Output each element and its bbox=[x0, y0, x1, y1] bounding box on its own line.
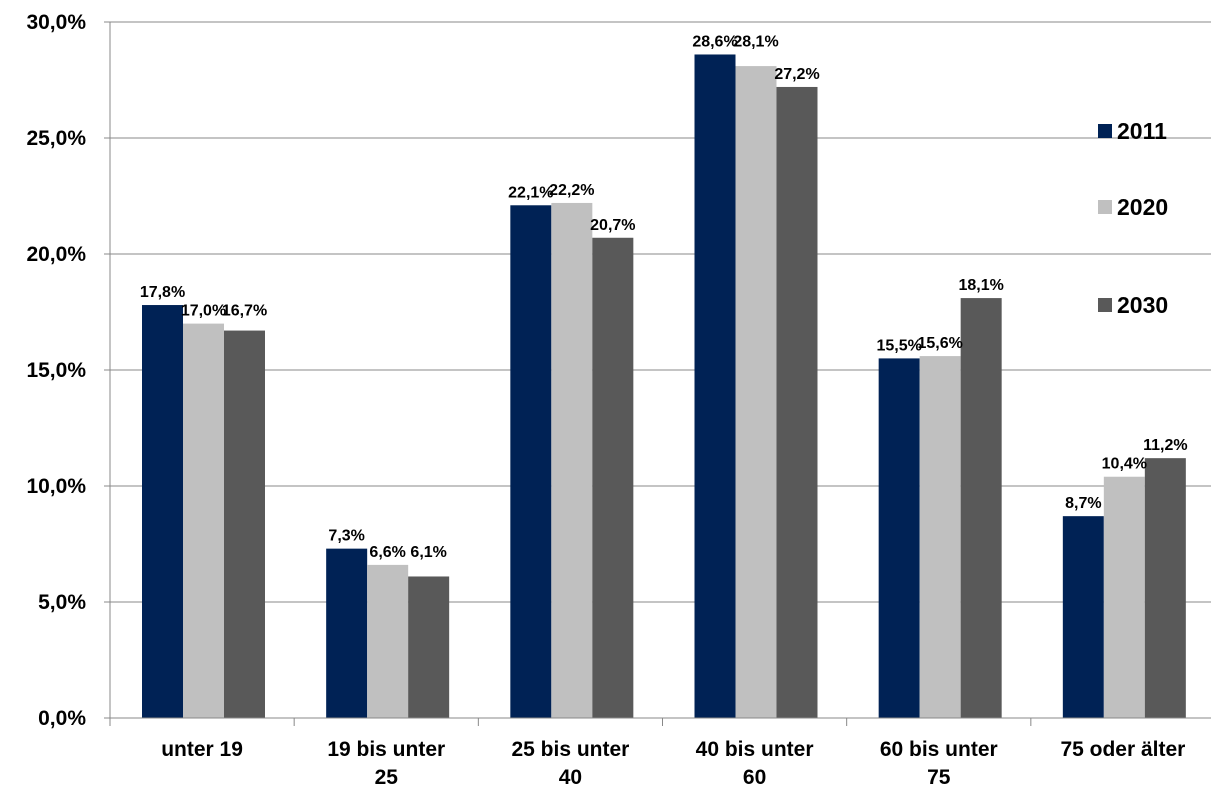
x-category-label: unter 19 bbox=[161, 738, 243, 761]
data-label-2020-2: 22,2% bbox=[549, 182, 594, 199]
data-label-2020-4: 15,6% bbox=[917, 335, 962, 352]
y-tick-label: 30,0% bbox=[26, 11, 86, 34]
legend-label-2030: 2030 bbox=[1117, 292, 1168, 318]
data-label-2020-3: 28,1% bbox=[733, 33, 778, 50]
bar-2030-1 bbox=[408, 576, 450, 718]
data-label-2030-5: 11,2% bbox=[1143, 437, 1187, 454]
x-category-label: 25 bbox=[375, 766, 399, 789]
data-label-2011-1: 7,3% bbox=[328, 528, 364, 545]
data-label-2030-2: 20,7% bbox=[590, 217, 635, 234]
bar-2030-4 bbox=[960, 298, 1002, 718]
bar-2011-0 bbox=[142, 305, 183, 718]
x-category-label: 40 bbox=[559, 766, 582, 789]
legend-label-2020: 2020 bbox=[1117, 194, 1168, 220]
bar-2030-2 bbox=[592, 237, 634, 718]
data-label-2011-2: 22,1% bbox=[508, 184, 553, 201]
bar-2020-0 bbox=[183, 323, 224, 718]
bar-2030-5 bbox=[1144, 458, 1186, 718]
bar-2020-1 bbox=[367, 564, 409, 718]
data-label-2020-1: 6,6% bbox=[369, 544, 405, 561]
gridlines bbox=[110, 21, 1211, 603]
legend-swatch-2020 bbox=[1098, 200, 1112, 214]
bar-2011-1 bbox=[326, 548, 368, 718]
legend: 2011 2020 2030 bbox=[1098, 118, 1168, 318]
bar-2011-3 bbox=[694, 54, 736, 719]
legend-swatch-2030 bbox=[1098, 298, 1112, 312]
x-axis: unter 19 19 bis unter 25 25 bis unter 40 40 b… bbox=[109, 717, 1211, 789]
bar-2011-5 bbox=[1062, 516, 1104, 718]
y-tick-label: 20,0% bbox=[26, 243, 86, 266]
data-label-2011-0: 17,8% bbox=[140, 284, 185, 301]
data-label-2020-0: 17,0% bbox=[181, 303, 226, 320]
x-category-label: 75 oder älter bbox=[1060, 738, 1185, 761]
legend-swatch-2011 bbox=[1098, 124, 1112, 138]
bar-2030-0 bbox=[224, 330, 265, 718]
x-category-label: 60 bis unter bbox=[880, 738, 998, 761]
data-label-2030-4: 18,1% bbox=[958, 277, 1003, 294]
data-label-2020-5: 10,4% bbox=[1102, 456, 1147, 473]
bar-2020-2 bbox=[551, 202, 593, 718]
x-category-label: 40 bis unter bbox=[696, 738, 814, 761]
legend-label-2011: 2011 bbox=[1117, 118, 1167, 144]
y-tick-label: 10,0% bbox=[26, 475, 86, 498]
y-tick-label: 0,0% bbox=[38, 707, 86, 730]
bar-2020-4 bbox=[919, 356, 961, 718]
bar-2011-4 bbox=[878, 358, 920, 718]
x-category-label: 75 bbox=[927, 766, 951, 789]
y-tick-label: 5,0% bbox=[38, 591, 86, 614]
bars bbox=[142, 54, 1186, 719]
x-category-label: 19 bis unter bbox=[327, 738, 445, 761]
data-label-2030-3: 27,2% bbox=[774, 66, 819, 83]
data-labels: 17,8% 7,3% 22,1% 28,6% 15,5% 8,7% 17,0% 6,6% 22,… bbox=[140, 33, 1188, 560]
data-label-2011-3: 28,6% bbox=[692, 33, 737, 50]
bar-2030-3 bbox=[776, 86, 818, 718]
bar-2020-3 bbox=[735, 66, 777, 718]
data-label-2011-4: 15,5% bbox=[876, 337, 921, 354]
bar-2011-2 bbox=[510, 205, 552, 718]
x-category-label: 25 bis unter bbox=[511, 738, 629, 761]
bar-2020-5 bbox=[1103, 476, 1145, 718]
y-axis: 0,0% 5,0% 10,0% 15,0% 20,0% 25,0% 30,0% bbox=[26, 11, 111, 730]
y-tick-label: 25,0% bbox=[26, 127, 86, 150]
data-label-2030-1: 6,1% bbox=[410, 544, 446, 561]
y-tick-label: 15,0% bbox=[26, 359, 86, 382]
x-category-label: 60 bbox=[743, 766, 766, 789]
data-label-2011-5: 8,7% bbox=[1065, 495, 1101, 512]
data-label-2030-0: 16,7% bbox=[222, 303, 267, 320]
